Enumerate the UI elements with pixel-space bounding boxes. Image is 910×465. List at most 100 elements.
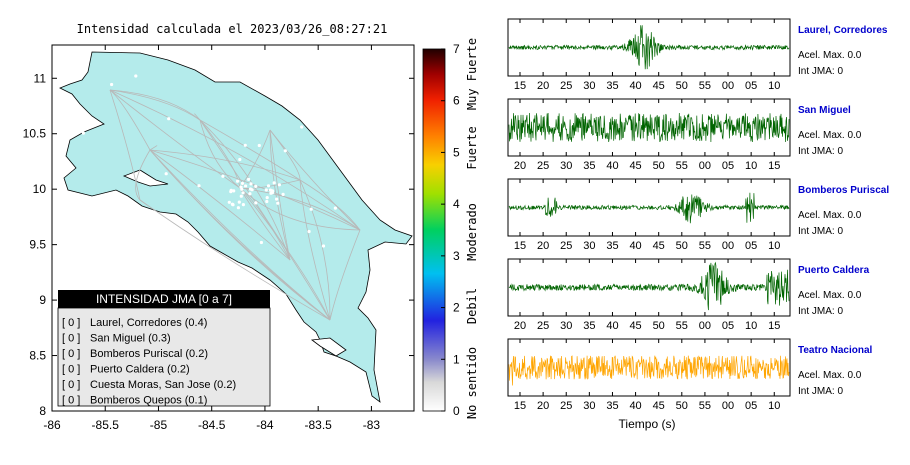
station-dot (317, 358, 321, 362)
station-dot (236, 179, 240, 183)
station-dot (254, 184, 258, 188)
colorbar-tick-label: 1 (453, 352, 460, 366)
trace-tick-label: 20 (514, 160, 526, 172)
road (109, 89, 201, 121)
legend-item-station: Bomberos Quepos (0.1) (90, 395, 207, 407)
map-x-tick-label: -83 (363, 418, 381, 432)
map-x-tick-label: -84 (256, 418, 274, 432)
station-dot (241, 203, 245, 207)
map-y-tick-label: 11 (34, 71, 47, 85)
road (149, 149, 331, 321)
trace-tick-label: 00 (722, 240, 734, 252)
trace-tick-label: 10 (768, 400, 780, 412)
station-dot (244, 184, 248, 188)
station-dot (264, 188, 268, 192)
trace-tick-label: 15 (514, 240, 526, 252)
station-dot (239, 185, 243, 189)
legend-item-jma: [ 0 ] (62, 317, 80, 329)
trace-tick-label: 55 (676, 160, 688, 172)
trace-acel-max: Acel. Max. 0.0 (798, 290, 862, 301)
road (109, 89, 201, 121)
trace-station-name: Laurel, Corredores (798, 25, 888, 36)
colorbar-category: Moderado (465, 203, 479, 261)
trace-tick-label: 55 (676, 320, 688, 332)
trace-tick-label: 05 (745, 400, 757, 412)
road (299, 179, 331, 321)
map-y-tick-label: 9.5 (29, 238, 46, 252)
legend-item-station: Puerto Caldera (0.2) (90, 364, 190, 376)
station-dot (257, 143, 261, 148)
road (269, 129, 301, 181)
waveform (508, 355, 790, 386)
station-dot (239, 194, 243, 198)
station-dot (254, 201, 258, 205)
trace-int-jma: Int JMA: 0 (798, 306, 843, 317)
trace-tick-label: 05 (745, 240, 757, 252)
station-dot (281, 192, 285, 196)
trace-tick-label: 45 (653, 80, 665, 92)
trace-panel: 15 20 25 30 35 40 45 50 55 00 05 10 Bomberos Purisca… (507, 178, 889, 252)
trace-tick-label: 30 (560, 160, 572, 172)
trace-tick-label: 25 (537, 320, 549, 332)
trace-tick-label: 30 (560, 320, 572, 332)
road (199, 119, 241, 189)
trace-tick-label: 25 (560, 240, 572, 252)
colorbar-categories: No sentido Debil Moderado Fuerte Muy Fuerte (465, 38, 479, 419)
trace-tick-label: 10 (768, 240, 780, 252)
trace-int-jma: Int JMA: 0 (798, 66, 843, 77)
waveform (508, 112, 790, 143)
map-x-tick-label: -85 (150, 418, 168, 432)
colorbar-ticks: 0 1 2 3 4 5 6 7 (441, 42, 460, 418)
legend-item-jma: [ 0 ] (62, 379, 80, 391)
waveform (508, 261, 790, 311)
trace-tick-label: 35 (583, 160, 595, 172)
trace-tick-label: 05 (722, 160, 734, 172)
trace-tick-label: 00 (722, 400, 734, 412)
legend-item-jma: [ 0 ] (62, 348, 80, 360)
trace-tick-label: 10 (745, 320, 757, 332)
trace-tick-label: 00 (699, 320, 711, 332)
station-dot (240, 181, 245, 185)
legend-items: [ 0 ] Laurel, Corredores (0.4) [ 0 ] San Mi… (62, 317, 236, 407)
trace-tick-label: 20 (537, 240, 549, 252)
legend-item-station: San Miguel (0.3) (90, 333, 171, 345)
trace-panel: 20 25 30 35 40 45 50 55 00 05 10 15 San Miguel Acel. … (507, 98, 862, 172)
trace-station-name: Bomberos Puriscal (798, 185, 889, 196)
station-dot (272, 181, 276, 185)
station-dot (300, 125, 304, 129)
station-dot (229, 188, 233, 192)
map-frame (51, 44, 415, 412)
trace-panel: 15 20 25 30 35 40 45 50 55 00 05 10 Teatro Nacional A… (507, 338, 872, 412)
trace-tick-label: 45 (629, 160, 641, 172)
trace-tick-label: 20 (537, 400, 549, 412)
costa-rica-land (59, 51, 413, 403)
station-dot (248, 192, 252, 196)
station-dot (326, 134, 330, 138)
road (194, 113, 201, 121)
station-dot (243, 143, 247, 147)
trace-int-jma: Int JMA: 0 (798, 146, 843, 157)
colorbar-gradient (422, 48, 446, 412)
trace-tick-label: 20 (514, 320, 526, 332)
map-axis-ticks: -86 -85.5 -85 -84.5 -84 -83.5 -83 11 10.5 10 9.5 9 8… (23, 45, 414, 432)
road (109, 89, 151, 151)
road (149, 149, 301, 181)
colorbar-tick-label: 7 (453, 42, 460, 56)
colorbar-tick-label: 5 (453, 145, 460, 159)
station-dot (232, 189, 236, 193)
trace-station-name: Puerto Caldera (798, 265, 870, 276)
golfo-dulce (310, 337, 347, 357)
station-dot (309, 207, 313, 211)
road (269, 129, 291, 261)
station-dot (277, 183, 281, 187)
trace-tick-label: 30 (583, 400, 595, 412)
station-dot (266, 184, 271, 188)
station-dot (276, 201, 280, 205)
trace-tick-label: 35 (583, 320, 595, 332)
legend-title-bar (58, 290, 270, 308)
legend-body (57, 307, 271, 407)
legend-item-jma: [ 0 ] (62, 364, 80, 376)
trace-tick-label: 45 (629, 320, 641, 332)
station-dot (348, 367, 353, 371)
station-dot (155, 236, 159, 240)
